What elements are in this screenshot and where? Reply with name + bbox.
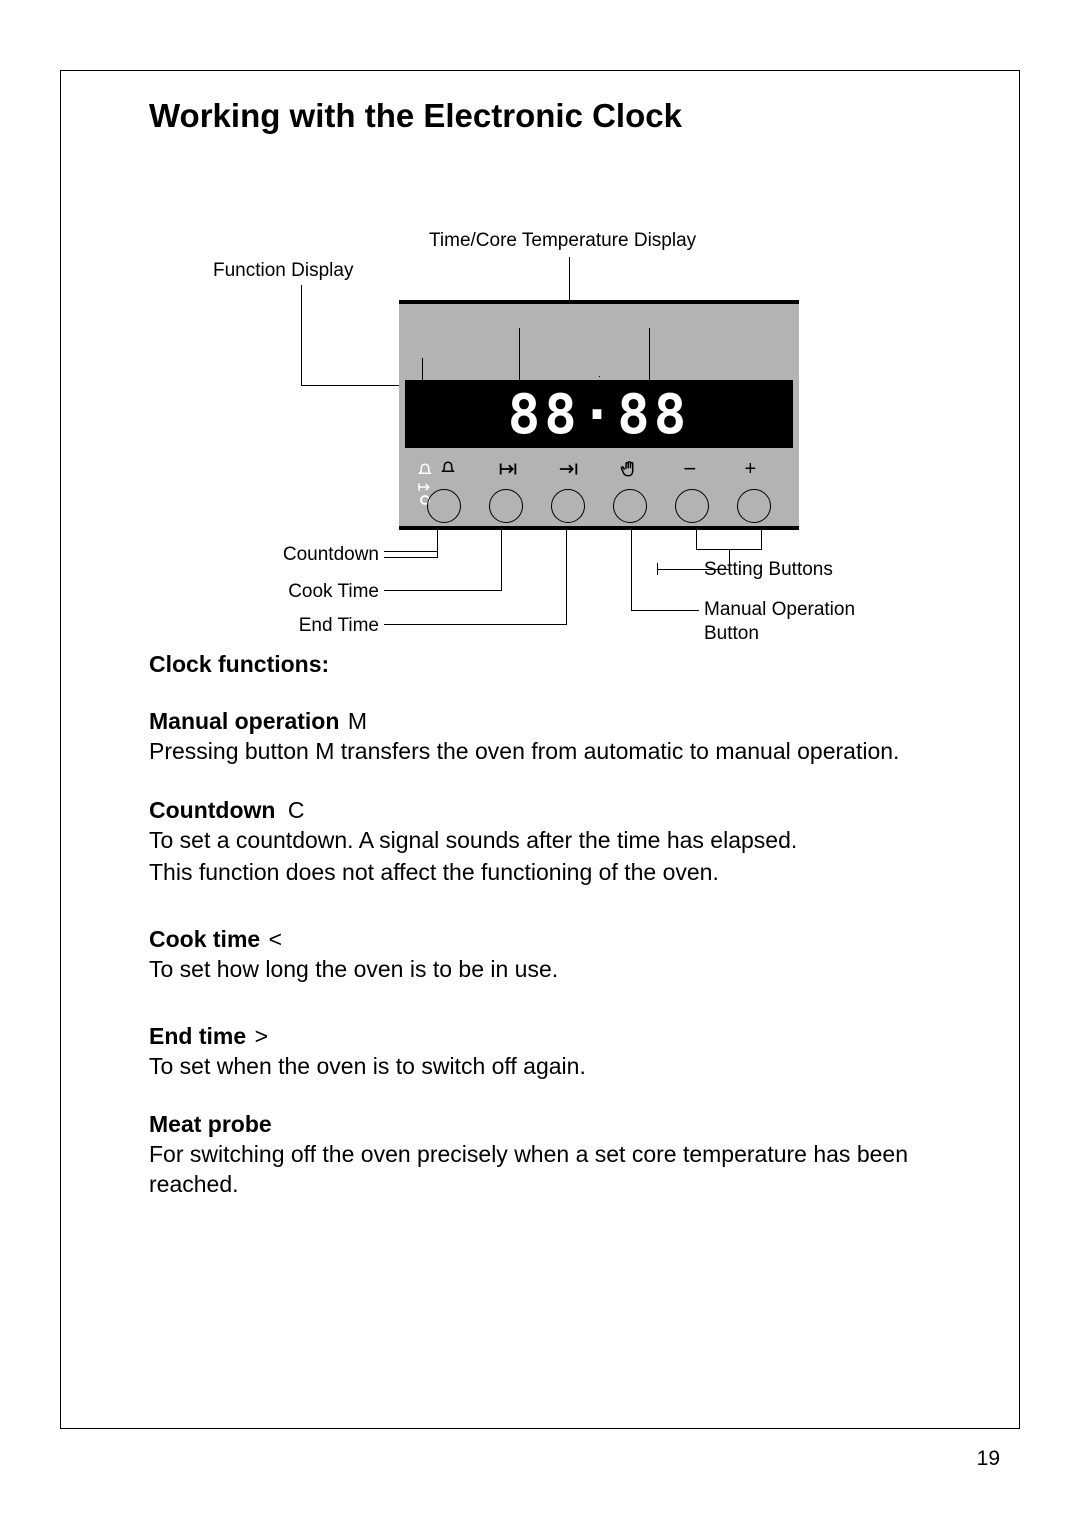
end-time-button[interactable]: [551, 489, 585, 523]
cook-time-button[interactable]: [489, 489, 523, 523]
bell-icon: [436, 458, 460, 480]
label-time-display: Time/Core Temperature Display: [429, 230, 696, 252]
section-title: Working with the Electronic Clock: [149, 97, 931, 135]
func-title: Countdown: [149, 797, 275, 823]
clock-display: 88·88: [405, 380, 793, 448]
minus-icon: −: [678, 458, 702, 480]
clock-panel: 88·88 − +: [399, 300, 799, 530]
func-body: Pressing button M transfers the oven fro…: [149, 737, 931, 767]
label-countdown: Countdown: [283, 544, 379, 566]
func-body: For switching off the oven precisely whe…: [149, 1140, 931, 1200]
leader-line: [301, 285, 302, 385]
func-body-l2: This function does not affect the functi…: [149, 858, 931, 888]
leader-line: [569, 257, 570, 300]
leader-line: [696, 527, 697, 549]
leader-line: [729, 549, 730, 569]
func-body-l1: To set a countdown. A signal sounds afte…: [149, 826, 931, 856]
clock-diagram: Time/Core Temperature Display Function D…: [149, 175, 931, 635]
tick-mark: [599, 376, 600, 377]
leader-line: [384, 590, 502, 591]
leader-line: [501, 527, 502, 591]
func-symbol: M: [348, 708, 367, 734]
func-body: To set when the oven is to switch off ag…: [149, 1052, 931, 1082]
plus-icon: +: [738, 458, 762, 480]
func-title: Cook time: [149, 926, 260, 952]
func-title: Manual operation: [149, 708, 339, 734]
end-time-icon: [557, 458, 581, 480]
page-content: Working with the Electronic Clock Time/C…: [61, 71, 1019, 1200]
leader-line: [761, 527, 762, 549]
leader-line: [437, 527, 438, 558]
leader-line: [301, 385, 413, 386]
display-digits: 88·88: [508, 383, 691, 446]
label-cook-time: Cook Time: [288, 581, 379, 603]
func-title: End time: [149, 1023, 246, 1049]
label-manual-op-l1: Manual Operation: [704, 599, 855, 621]
clock-functions-heading: Clock functions:: [149, 651, 931, 678]
leader-line: [631, 527, 632, 610]
leader-line: [384, 557, 438, 558]
page-number: 19: [977, 1447, 1000, 1471]
func-symbol: C: [288, 797, 305, 823]
tick-mark: [519, 328, 520, 380]
symbol-row: − +: [399, 456, 799, 482]
page-frame: Working with the Electronic Clock Time/C…: [60, 70, 1020, 1429]
plus-button[interactable]: [737, 489, 771, 523]
func-end-time: End time > To set when the oven is to sw…: [149, 1023, 931, 1082]
leader-line: [384, 624, 567, 625]
label-function-display: Function Display: [213, 260, 353, 282]
func-symbol: >: [255, 1023, 268, 1049]
leader-line: [657, 569, 699, 570]
func-title: Meat probe: [149, 1111, 272, 1137]
button-row: [399, 486, 799, 526]
cook-time-icon: [496, 458, 520, 480]
label-end-time: End Time: [299, 615, 379, 637]
func-meat-probe: Meat probe For switching off the oven pr…: [149, 1111, 931, 1200]
func-symbol: <: [269, 926, 282, 952]
label-manual-op-l2: Button: [704, 623, 759, 645]
leader-line: [566, 527, 567, 625]
func-manual: Manual operation M Pressing button M tra…: [149, 708, 931, 767]
label-setting-buttons: Setting Buttons: [704, 559, 833, 581]
countdown-button[interactable]: [427, 489, 461, 523]
leader-line: [384, 551, 438, 552]
func-countdown: Countdown C To set a countdown. A signal…: [149, 797, 931, 888]
tick-mark: [422, 358, 423, 380]
hand-icon: [617, 458, 641, 480]
panel-top-border: [399, 300, 799, 304]
minus-button[interactable]: [675, 489, 709, 523]
func-body: To set how long the oven is to be in use…: [149, 955, 931, 985]
leader-line: [631, 610, 699, 611]
func-cook-time: Cook time < To set how long the oven is …: [149, 926, 931, 985]
manual-button[interactable]: [613, 489, 647, 523]
panel-bottom-border: [399, 526, 799, 530]
tick-mark: [649, 328, 650, 380]
